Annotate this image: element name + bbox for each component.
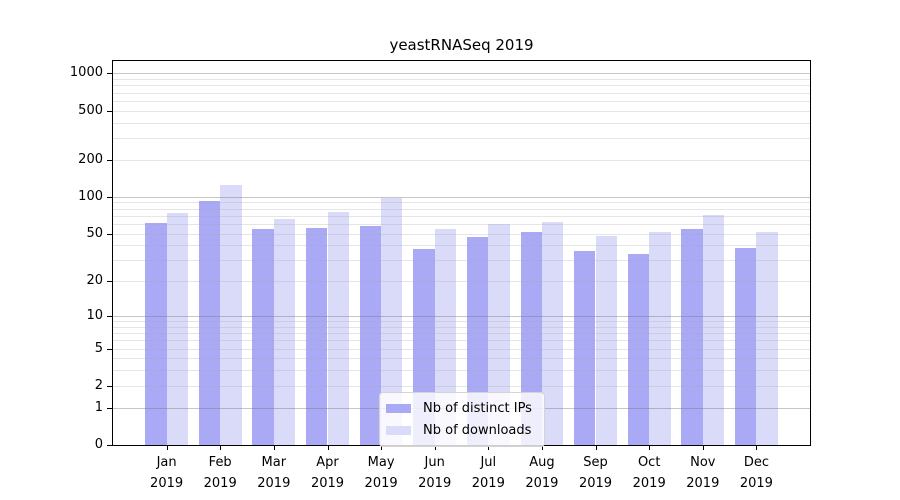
x-tick-label-sep: Sep 2019 xyxy=(578,455,613,491)
legend-swatch-downloads xyxy=(386,426,411,435)
y-tick-label-500: 500 xyxy=(78,102,103,118)
y-tick-mark-20 xyxy=(107,281,112,283)
bar-jan-downloads xyxy=(166,212,188,445)
plot-area: Nb of distinct IPs Nb of downloads xyxy=(112,60,811,447)
bar-may-distinct-ips xyxy=(359,225,381,445)
x-tick-label-oct: Oct 2019 xyxy=(632,455,666,491)
x-tick-mark-jun xyxy=(434,445,436,450)
y-tick-label-2: 2 xyxy=(94,377,103,393)
y-tick-label-50: 50 xyxy=(86,225,103,241)
x-tick-mark-aug xyxy=(541,445,543,450)
legend-label-downloads: Nb of downloads xyxy=(423,423,532,438)
x-tick-label-dec: Dec 2019 xyxy=(739,455,773,491)
y-tick-label-5: 5 xyxy=(94,340,103,356)
bar-mar-downloads xyxy=(273,218,296,445)
legend-swatch-distinct-ips xyxy=(386,404,411,413)
x-tick-label-mar: Mar 2019 xyxy=(257,455,291,491)
y-tick-label-1000: 1000 xyxy=(69,65,103,81)
bar-oct-downloads xyxy=(649,232,671,445)
y-tick-mark-1 xyxy=(107,407,112,409)
bar-nov-distinct-ips xyxy=(681,229,703,445)
x-tick-label-may: May 2019 xyxy=(364,455,398,491)
y-tick-mark-0 xyxy=(107,445,112,446)
x-tick-mark-sep xyxy=(595,445,597,450)
y-tick-label-20: 20 xyxy=(86,273,103,289)
bar-dec-distinct-ips xyxy=(734,247,757,445)
x-tick-mark-jul xyxy=(488,445,490,450)
bar-sep-downloads xyxy=(595,235,617,445)
bar-dec-downloads xyxy=(756,232,778,445)
chart-title: yeastRNASeq 2019 xyxy=(389,36,534,54)
x-tick-mark-apr xyxy=(327,445,329,450)
legend-label-distinct-ips: Nb of distinct IPs xyxy=(423,401,532,416)
y-tick-mark-50 xyxy=(107,233,112,235)
bar-nov-downloads xyxy=(702,214,725,445)
bar-aug-distinct-ips xyxy=(520,232,542,445)
x-tick-label-jul: Jul 2019 xyxy=(471,455,505,491)
bar-mar-distinct-ips xyxy=(252,229,274,445)
x-tick-mark-jan xyxy=(166,445,168,450)
legend: Nb of distinct IPs Nb of downloads xyxy=(379,392,545,447)
y-tick-label-200: 200 xyxy=(78,151,103,167)
x-tick-mark-nov xyxy=(702,445,704,450)
y-tick-mark-100 xyxy=(107,196,112,198)
bar-may-downloads xyxy=(381,198,403,445)
bar-sep-distinct-ips xyxy=(574,250,596,445)
y-tick-mark-500 xyxy=(107,110,112,112)
x-tick-label-jun: Jun 2019 xyxy=(418,455,452,491)
bars-layer xyxy=(113,61,810,445)
bar-oct-distinct-ips xyxy=(627,253,650,445)
bar-jul-downloads xyxy=(488,223,510,445)
x-tick-label-nov: Nov 2019 xyxy=(686,455,720,491)
x-tick-label-feb: Feb 2019 xyxy=(203,455,237,491)
legend-item-downloads: Nb of downloads xyxy=(386,421,532,440)
y-tick-label-10: 10 xyxy=(86,308,103,323)
legend-item-distinct-ips: Nb of distinct IPs xyxy=(386,399,532,418)
bar-apr-downloads xyxy=(327,212,349,445)
y-tick-label-1: 1 xyxy=(94,399,103,415)
bar-jan-distinct-ips xyxy=(145,223,167,445)
x-tick-mark-feb xyxy=(220,445,222,450)
x-tick-label-aug: Aug 2019 xyxy=(525,455,559,491)
bar-feb-downloads xyxy=(220,185,242,445)
y-tick-mark-10 xyxy=(107,316,112,317)
bar-aug-downloads xyxy=(541,222,564,445)
bar-apr-distinct-ips xyxy=(306,227,328,445)
y-tick-mark-2 xyxy=(107,385,112,387)
x-tick-mark-dec xyxy=(756,445,758,450)
bar-feb-distinct-ips xyxy=(198,201,221,445)
x-tick-mark-may xyxy=(381,445,383,450)
y-tick-mark-5 xyxy=(107,348,112,350)
x-tick-mark-mar xyxy=(273,445,275,450)
x-tick-label-jan: Jan 2019 xyxy=(150,455,184,491)
y-tick-label-0: 0 xyxy=(94,437,103,452)
y-tick-mark-1000 xyxy=(107,73,112,75)
y-tick-label-100: 100 xyxy=(78,188,103,204)
x-tick-label-apr: Apr 2019 xyxy=(310,455,345,491)
y-tick-mark-200 xyxy=(107,159,112,161)
bar-jun-downloads xyxy=(434,229,457,445)
x-tick-mark-oct xyxy=(649,445,651,450)
